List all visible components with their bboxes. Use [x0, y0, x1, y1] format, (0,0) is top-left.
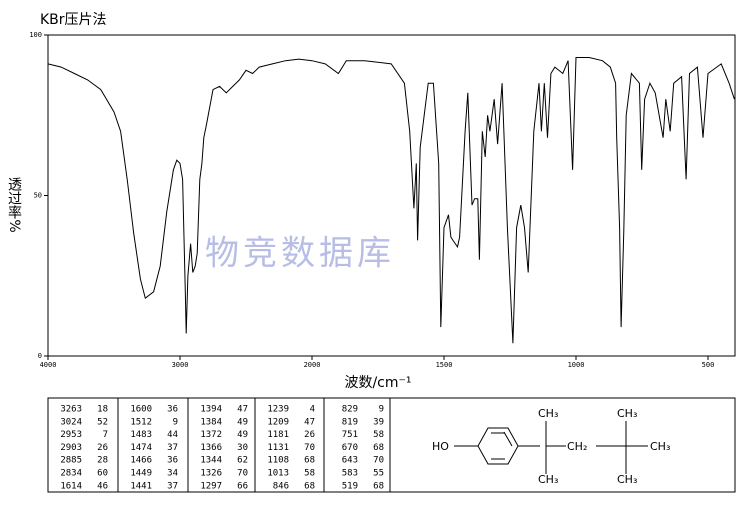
- peak-wavenumber: 751: [342, 430, 358, 440]
- peak-wavenumber: 1209: [267, 417, 289, 427]
- peak-transmittance: 18: [97, 405, 108, 415]
- peak-transmittance: 49: [237, 417, 248, 427]
- chem-label: CH₃: [617, 473, 637, 486]
- y-tick-label: 100: [29, 31, 42, 39]
- peak-wavenumber: 819: [342, 417, 358, 427]
- peak-wavenumber: 1512: [130, 417, 152, 427]
- peak-wavenumber: 2885: [60, 456, 82, 466]
- peak-transmittance: 34: [167, 469, 178, 479]
- peak-wavenumber: 1449: [130, 469, 152, 479]
- peak-wavenumber: 2953: [60, 430, 82, 440]
- peak-transmittance: 30: [237, 443, 248, 453]
- peak-transmittance: 68: [304, 456, 315, 466]
- peak-transmittance: 58: [304, 469, 315, 479]
- bond: [503, 431, 513, 447]
- peak-transmittance: 55: [373, 469, 384, 479]
- x-tick-label: 1000: [568, 361, 585, 369]
- peak-wavenumber: 519: [342, 481, 358, 491]
- peak-transmittance: 68: [373, 481, 384, 491]
- peak-wavenumber: 1384: [200, 417, 222, 427]
- plot-frame: [47, 34, 736, 357]
- peak-wavenumber: 1131: [267, 443, 289, 453]
- peak-wavenumber: 583: [342, 469, 358, 479]
- peak-transmittance: 26: [304, 430, 315, 440]
- y-tick-label: 50: [34, 192, 42, 200]
- peak-wavenumber: 1474: [130, 443, 152, 453]
- x-tick-label: 3000: [172, 361, 189, 369]
- peak-transmittance: 62: [237, 456, 248, 466]
- peak-transmittance: 52: [97, 417, 108, 427]
- peak-wavenumber: 1344: [200, 456, 222, 466]
- peak-wavenumber: 1366: [200, 443, 222, 453]
- peak-wavenumber: 1326: [200, 469, 222, 479]
- peak-transmittance: 26: [97, 443, 108, 453]
- chem-label: CH₃: [538, 407, 558, 420]
- x-label: 波数/cm⁻¹: [344, 375, 411, 391]
- peak-transmittance: 36: [167, 456, 178, 466]
- peak-wavenumber: 1441: [130, 481, 152, 491]
- peak-transmittance: 68: [373, 443, 384, 453]
- peak-wavenumber: 846: [273, 481, 289, 491]
- peak-wavenumber: 1466: [130, 456, 152, 466]
- peak-transmittance: 44: [167, 430, 178, 440]
- peak-table: [47, 397, 736, 493]
- y-label: 透过率%: [6, 177, 22, 232]
- peak-wavenumber: 829: [342, 405, 358, 415]
- peak-wavenumber: 3263: [60, 405, 82, 415]
- table-frame: [47, 397, 736, 493]
- peak-transmittance: 9: [173, 417, 178, 427]
- peak-wavenumber: 1600: [130, 405, 152, 415]
- peak-wavenumber: 670: [342, 443, 358, 453]
- chem-label: CH₃: [538, 473, 558, 486]
- peak-transmittance: 70: [304, 443, 315, 453]
- chem-label: HO: [432, 440, 449, 453]
- peak-wavenumber: 643: [342, 456, 358, 466]
- y-tick-label: 0: [38, 352, 42, 360]
- peak-wavenumber: 2834: [60, 469, 82, 479]
- peak-transmittance: 36: [167, 405, 178, 415]
- peak-transmittance: 9: [379, 405, 384, 415]
- spectrum-line: [47, 57, 735, 344]
- structure: [454, 421, 648, 474]
- peak-wavenumber: 1394: [200, 405, 222, 415]
- peak-wavenumber: 1108: [267, 456, 289, 466]
- chem-label: CH₃: [617, 407, 637, 420]
- peak-wavenumber: 3024: [60, 417, 82, 427]
- peak-wavenumber: 1181: [267, 430, 289, 440]
- peak-transmittance: 70: [373, 456, 384, 466]
- peak-wavenumber: 2903: [60, 443, 82, 453]
- peak-transmittance: 7: [103, 430, 108, 440]
- peak-transmittance: 60: [97, 469, 108, 479]
- peak-transmittance: 4: [310, 405, 315, 415]
- peak-transmittance: 49: [237, 430, 248, 440]
- peak-wavenumber: 1483: [130, 430, 152, 440]
- peak-transmittance: 37: [167, 443, 178, 453]
- peak-transmittance: 47: [237, 405, 248, 415]
- peak-transmittance: 28: [97, 456, 108, 466]
- peak-transmittance: 70: [237, 469, 248, 479]
- peak-wavenumber: 1372: [200, 430, 222, 440]
- peak-transmittance: 39: [373, 417, 384, 427]
- structure-labels: HO CH₃ CH₃ CH₂ CH₃ CH₃ CH₃: [432, 407, 670, 486]
- peak-transmittance: 68: [304, 481, 315, 491]
- chem-label: CH₃: [650, 440, 670, 453]
- x-tick-label: 4000: [40, 361, 57, 369]
- peak-wavenumber: 1297: [200, 481, 222, 491]
- title: KBr压片法: [40, 12, 107, 28]
- peak-transmittance: 37: [167, 481, 178, 491]
- peak-transmittance: 66: [237, 481, 248, 491]
- peak-wavenumber: 1239: [267, 405, 289, 415]
- x-tick-label: 1500: [436, 361, 453, 369]
- peak-transmittance: 47: [304, 417, 315, 427]
- x-tick-label: 500: [702, 361, 715, 369]
- x-tick-label: 2000: [304, 361, 321, 369]
- watermark: 物竞数据库: [205, 234, 395, 274]
- peak-transmittance: 58: [373, 430, 384, 440]
- peak-wavenumber: 1614: [60, 481, 82, 491]
- peak-transmittance: 46: [97, 481, 108, 491]
- chem-label: CH₂: [567, 440, 587, 453]
- peak-wavenumber: 1013: [267, 469, 289, 479]
